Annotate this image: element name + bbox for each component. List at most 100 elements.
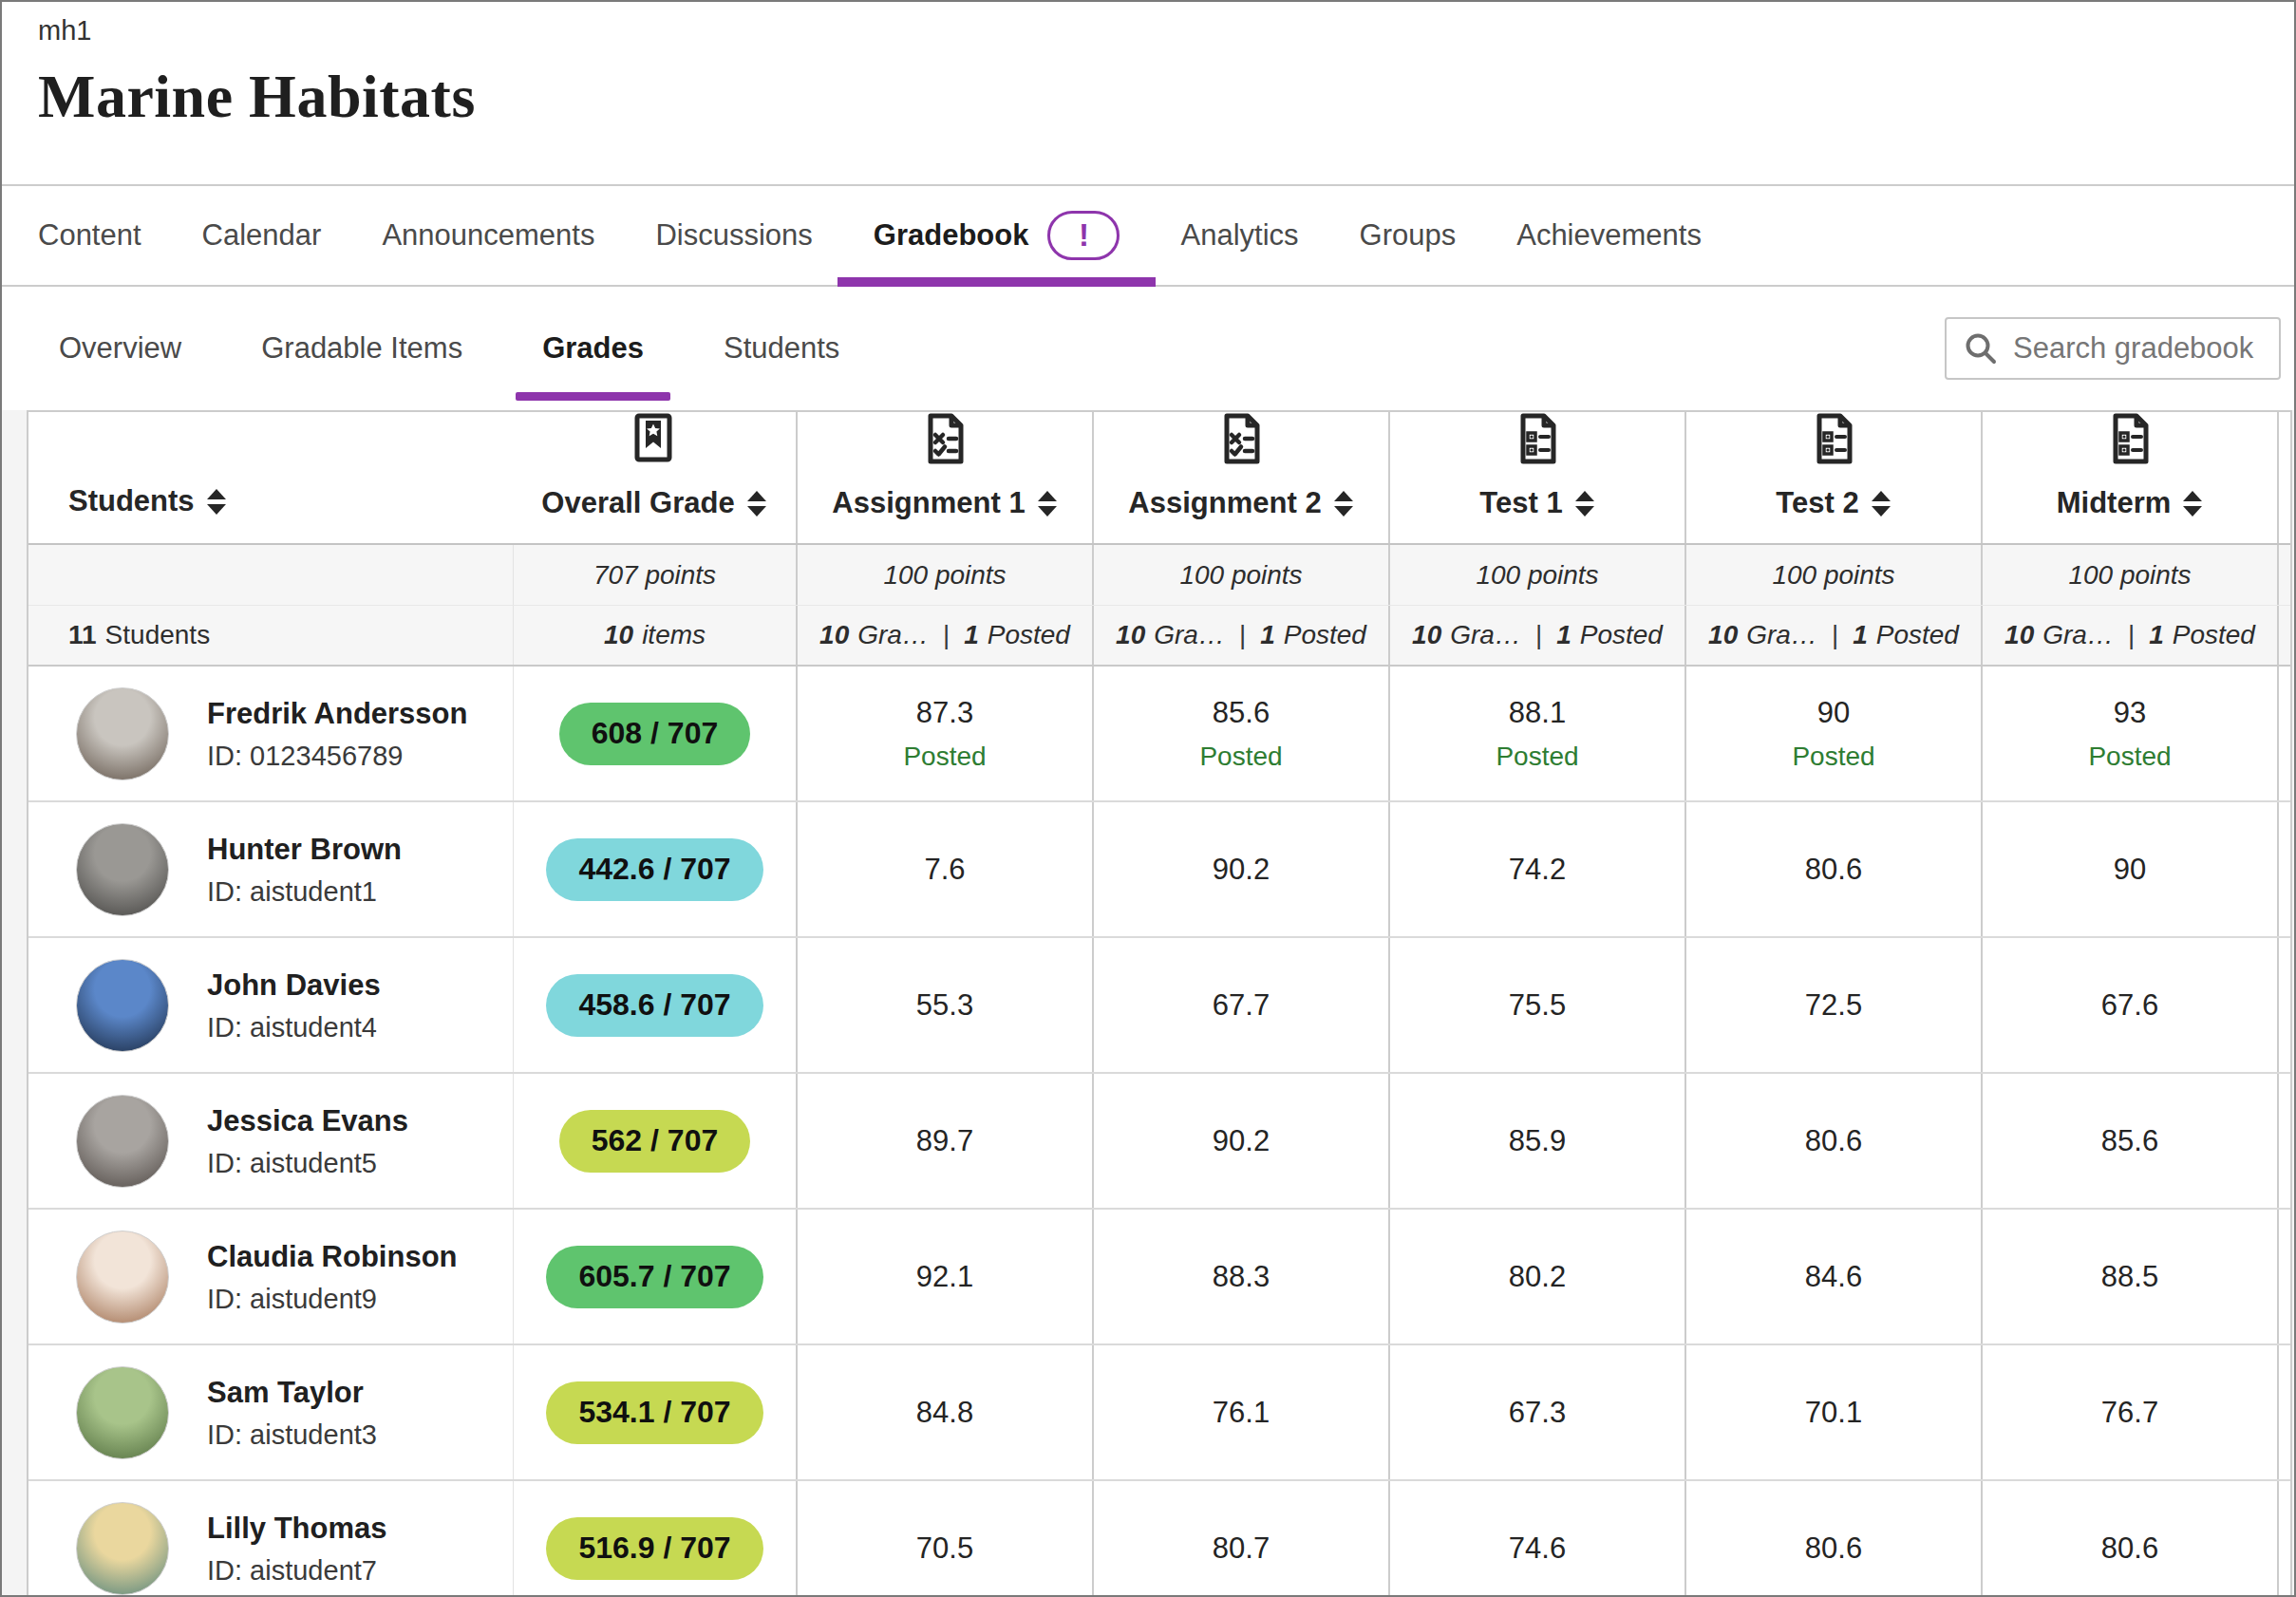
grade-value: 55.3 xyxy=(916,988,973,1023)
column-header-test-2[interactable]: Test 2 xyxy=(1684,412,1981,543)
students-count-text: Students xyxy=(105,620,211,650)
search-input[interactable] xyxy=(2013,331,2262,366)
grade-cell[interactable]: 85.6 Posted xyxy=(1092,667,1388,800)
overall-grade-pill[interactable]: 608 / 707 xyxy=(559,703,750,765)
grade-cell[interactable]: 85.9 xyxy=(1388,1074,1684,1208)
overall-grade-pill[interactable]: 442.6 / 707 xyxy=(546,838,762,901)
table-row[interactable]: John Davies ID: aistudent4 458.6 / 707 5… xyxy=(28,938,2290,1074)
items-count-number: 10 xyxy=(604,620,633,650)
grade-cell[interactable]: 90.2 xyxy=(1092,1074,1388,1208)
grade-cell[interactable]: 67.6 xyxy=(1981,938,2277,1072)
nav-tab-analytics[interactable]: Analytics xyxy=(1150,186,1328,285)
grade-cell[interactable]: 75.5 xyxy=(1388,938,1684,1072)
tab-gradable-items[interactable]: Gradable Items xyxy=(221,287,502,410)
table-header-row: Students Overall Grade xyxy=(28,412,2290,545)
nav-tab-calendar[interactable]: Calendar xyxy=(172,186,352,285)
grade-cell[interactable]: 89.7 xyxy=(796,1074,1092,1208)
column-header-test-1[interactable]: Test 1 xyxy=(1388,412,1684,543)
nav-tab-gradebook[interactable]: Gradebook ! xyxy=(843,186,1151,285)
nav-tab-content[interactable]: Content xyxy=(38,186,172,285)
grade-cell[interactable]: 84.8 xyxy=(796,1345,1092,1479)
sort-icon xyxy=(1574,491,1595,517)
course-code: mh1 xyxy=(38,15,2296,47)
grade-cell[interactable]: 80.7 xyxy=(1092,1481,1388,1597)
nav-tab-announcements[interactable]: Announcements xyxy=(351,186,625,285)
overall-grade-pill[interactable]: 605.7 / 707 xyxy=(546,1246,762,1308)
grade-cell[interactable]: 88.3 xyxy=(1092,1210,1388,1343)
grade-cell[interactable]: 67.7 xyxy=(1092,938,1388,1072)
student-name[interactable]: Jessica Evans xyxy=(207,1102,408,1140)
sort-icon xyxy=(1333,491,1354,517)
table-row[interactable]: Hunter Brown ID: aistudent1 442.6 / 707 … xyxy=(28,802,2290,938)
grade-cell[interactable]: 70.5 xyxy=(796,1481,1092,1597)
grade-cell[interactable]: 76.1 xyxy=(1092,1345,1388,1479)
overall-grade-cell: 516.9 / 707 xyxy=(513,1481,796,1597)
overall-grade-pill[interactable]: 534.1 / 707 xyxy=(546,1381,762,1444)
grade-value: 90.2 xyxy=(1213,853,1270,887)
grade-cell[interactable]: 80.6 xyxy=(1684,1074,1981,1208)
grade-value: 67.6 xyxy=(2101,988,2158,1023)
grade-cell[interactable]: 90 Posted xyxy=(1684,667,1981,800)
grade-cell[interactable]: 67.3 xyxy=(1388,1345,1684,1479)
grade-cell[interactable]: 72.5 xyxy=(1684,938,1981,1072)
table-row[interactable]: Jessica Evans ID: aistudent5 562 / 707 8… xyxy=(28,1074,2290,1210)
column-header-assignment-1[interactable]: Assignment 1 xyxy=(796,412,1092,543)
grade-cell[interactable]: 74.6 xyxy=(1388,1481,1684,1597)
midterm-header-label: Midterm xyxy=(2057,486,2172,520)
grade-cell[interactable]: 90.2 xyxy=(1092,802,1388,936)
overall-grade-pill[interactable]: 458.6 / 707 xyxy=(546,974,762,1037)
student-name[interactable]: Fredrik Andersson xyxy=(207,695,467,733)
overall-grade-cell: 605.7 / 707 xyxy=(513,1210,796,1343)
tab-students[interactable]: Students xyxy=(684,287,879,410)
grade-cell[interactable]: 80.6 xyxy=(1684,802,1981,936)
grade-cell[interactable]: 55.3 xyxy=(796,938,1092,1072)
grade-cell[interactable]: 90 xyxy=(1981,802,2277,936)
grade-value: 90 xyxy=(1817,696,1850,730)
column-header-midterm[interactable]: Midterm xyxy=(1981,412,2277,543)
medal-icon xyxy=(632,412,676,465)
avatar xyxy=(76,1366,169,1459)
points-row: 707 points 100 points 100 points 100 poi… xyxy=(28,545,2290,606)
column-header-assignment-2[interactable]: Assignment 2 xyxy=(1092,412,1388,543)
tab-overview[interactable]: Overview xyxy=(59,287,221,410)
table-row[interactable]: Lilly Thomas ID: aistudent7 516.9 / 707 … xyxy=(28,1481,2290,1597)
grade-cell[interactable]: 80.6 xyxy=(1684,1481,1981,1597)
student-name[interactable]: Claudia Robinson xyxy=(207,1238,458,1276)
grade-cell[interactable]: 7.6 xyxy=(796,802,1092,936)
grade-cell[interactable]: 93 Posted xyxy=(1981,667,2277,800)
table-row[interactable]: Claudia Robinson ID: aistudent9 605.7 / … xyxy=(28,1210,2290,1345)
page-title: Marine Habitats xyxy=(38,62,2296,132)
student-name[interactable]: Sam Taylor xyxy=(207,1374,377,1412)
grade-value: 74.6 xyxy=(1509,1531,1566,1566)
tab-grades[interactable]: Grades xyxy=(502,287,684,410)
grade-cell[interactable]: 76.7 xyxy=(1981,1345,2277,1479)
overall-grade-pill[interactable]: 562 / 707 xyxy=(559,1110,750,1173)
student-name[interactable]: Hunter Brown xyxy=(207,831,402,869)
student-id: ID: aistudent4 xyxy=(207,1012,381,1043)
grade-cell[interactable]: 92.1 xyxy=(796,1210,1092,1343)
grade-cell[interactable]: 70.1 xyxy=(1684,1345,1981,1479)
grade-cell[interactable]: 87.3 Posted xyxy=(796,667,1092,800)
cutoff-column xyxy=(2277,1345,2292,1479)
table-row[interactable]: Sam Taylor ID: aistudent3 534.1 / 707 84… xyxy=(28,1345,2290,1481)
grade-cell[interactable]: 80.6 xyxy=(1981,1481,2277,1597)
grade-cell[interactable]: 84.6 xyxy=(1684,1210,1981,1343)
student-name[interactable]: Lilly Thomas xyxy=(207,1510,386,1548)
gradebook-alert-badge: ! xyxy=(1047,211,1120,260)
column-header-overall-grade[interactable]: Overall Grade xyxy=(513,412,796,543)
student-name[interactable]: John Davies xyxy=(207,967,381,1005)
overall-grade-pill[interactable]: 516.9 / 707 xyxy=(546,1517,762,1580)
nav-tab-discussions[interactable]: Discussions xyxy=(625,186,842,285)
grade-cell[interactable]: 80.2 xyxy=(1388,1210,1684,1343)
nav-tab-groups[interactable]: Groups xyxy=(1329,186,1487,285)
student-id: ID: aistudent1 xyxy=(207,876,402,908)
grade-cell[interactable]: 88.5 xyxy=(1981,1210,2277,1343)
grade-cell[interactable]: 85.6 xyxy=(1981,1074,2277,1208)
grade-cell[interactable]: 74.2 xyxy=(1388,802,1684,936)
table-row[interactable]: Fredrik Andersson ID: 0123456789 608 / 7… xyxy=(28,667,2290,802)
column-header-students[interactable]: Students xyxy=(28,412,513,543)
test-icon xyxy=(1515,412,1559,465)
grade-cell[interactable]: 88.1 Posted xyxy=(1388,667,1684,800)
grade-value: 80.2 xyxy=(1509,1260,1566,1294)
nav-tab-achievements[interactable]: Achievements xyxy=(1486,186,1732,285)
